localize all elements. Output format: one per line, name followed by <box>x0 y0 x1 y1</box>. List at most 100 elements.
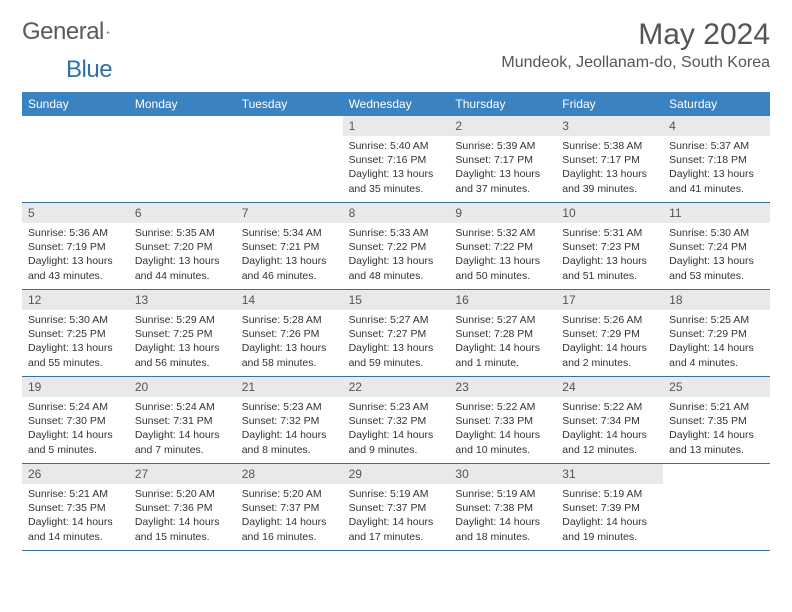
weekday-header-row: SundayMondayTuesdayWednesdayThursdayFrid… <box>22 92 770 116</box>
day-content: Sunrise: 5:19 AMSunset: 7:37 PMDaylight:… <box>343 484 450 548</box>
sunset-text: Sunset: 7:37 PM <box>349 501 444 515</box>
sunset-text: Sunset: 7:29 PM <box>669 327 764 341</box>
daylight-text: Daylight: 14 hours and 4 minutes. <box>669 341 764 369</box>
day-cell: 6Sunrise: 5:35 AMSunset: 7:20 PMDaylight… <box>129 203 236 289</box>
daylight-text: Daylight: 14 hours and 14 minutes. <box>28 515 123 543</box>
day-content: Sunrise: 5:24 AMSunset: 7:30 PMDaylight:… <box>22 397 129 461</box>
sunrise-text: Sunrise: 5:24 AM <box>135 400 230 414</box>
day-cell: 13Sunrise: 5:29 AMSunset: 7:25 PMDayligh… <box>129 290 236 376</box>
day-cell: 15Sunrise: 5:27 AMSunset: 7:27 PMDayligh… <box>343 290 450 376</box>
day-cell: 25Sunrise: 5:21 AMSunset: 7:35 PMDayligh… <box>663 377 770 463</box>
daylight-text: Daylight: 14 hours and 19 minutes. <box>562 515 657 543</box>
day-content: Sunrise: 5:20 AMSunset: 7:37 PMDaylight:… <box>236 484 343 548</box>
sunset-text: Sunset: 7:22 PM <box>455 240 550 254</box>
day-number: 20 <box>129 377 236 397</box>
sunrise-text: Sunrise: 5:20 AM <box>135 487 230 501</box>
day-content: Sunrise: 5:23 AMSunset: 7:32 PMDaylight:… <box>236 397 343 461</box>
sunrise-text: Sunrise: 5:19 AM <box>455 487 550 501</box>
day-number: 24 <box>556 377 663 397</box>
weekday-cell: Saturday <box>663 92 770 116</box>
daylight-text: Daylight: 13 hours and 58 minutes. <box>242 341 337 369</box>
sunrise-text: Sunrise: 5:33 AM <box>349 226 444 240</box>
day-number: 17 <box>556 290 663 310</box>
weekday-cell: Monday <box>129 92 236 116</box>
day-content: Sunrise: 5:34 AMSunset: 7:21 PMDaylight:… <box>236 223 343 287</box>
day-cell: 14Sunrise: 5:28 AMSunset: 7:26 PMDayligh… <box>236 290 343 376</box>
sunset-text: Sunset: 7:21 PM <box>242 240 337 254</box>
day-content: Sunrise: 5:19 AMSunset: 7:39 PMDaylight:… <box>556 484 663 548</box>
logo: General <box>22 18 128 46</box>
day-cell: 26Sunrise: 5:21 AMSunset: 7:35 PMDayligh… <box>22 464 129 550</box>
day-number: 21 <box>236 377 343 397</box>
day-cell <box>22 116 129 202</box>
day-cell: 18Sunrise: 5:25 AMSunset: 7:29 PMDayligh… <box>663 290 770 376</box>
week-row: 5Sunrise: 5:36 AMSunset: 7:19 PMDaylight… <box>22 203 770 290</box>
sunrise-text: Sunrise: 5:19 AM <box>349 487 444 501</box>
daylight-text: Daylight: 13 hours and 56 minutes. <box>135 341 230 369</box>
daylight-text: Daylight: 13 hours and 48 minutes. <box>349 254 444 282</box>
sunset-text: Sunset: 7:30 PM <box>28 414 123 428</box>
daylight-text: Daylight: 13 hours and 44 minutes. <box>135 254 230 282</box>
day-content: Sunrise: 5:39 AMSunset: 7:17 PMDaylight:… <box>449 136 556 200</box>
daylight-text: Daylight: 14 hours and 5 minutes. <box>28 428 123 456</box>
sunrise-text: Sunrise: 5:22 AM <box>562 400 657 414</box>
daylight-text: Daylight: 13 hours and 50 minutes. <box>455 254 550 282</box>
day-number: 2 <box>449 116 556 136</box>
daylight-text: Daylight: 14 hours and 17 minutes. <box>349 515 444 543</box>
location-text: Mundeok, Jeollanam-do, South Korea <box>501 54 770 72</box>
sunrise-text: Sunrise: 5:32 AM <box>455 226 550 240</box>
day-content: Sunrise: 5:24 AMSunset: 7:31 PMDaylight:… <box>129 397 236 461</box>
day-number: 13 <box>129 290 236 310</box>
daylight-text: Daylight: 14 hours and 10 minutes. <box>455 428 550 456</box>
sunrise-text: Sunrise: 5:28 AM <box>242 313 337 327</box>
day-content: Sunrise: 5:30 AMSunset: 7:25 PMDaylight:… <box>22 310 129 374</box>
sunset-text: Sunset: 7:19 PM <box>28 240 123 254</box>
day-content: Sunrise: 5:32 AMSunset: 7:22 PMDaylight:… <box>449 223 556 287</box>
daylight-text: Daylight: 14 hours and 8 minutes. <box>242 428 337 456</box>
daylight-text: Daylight: 14 hours and 13 minutes. <box>669 428 764 456</box>
sunrise-text: Sunrise: 5:21 AM <box>28 487 123 501</box>
weekday-cell: Wednesday <box>343 92 450 116</box>
day-number: 9 <box>449 203 556 223</box>
daylight-text: Daylight: 14 hours and 9 minutes. <box>349 428 444 456</box>
sunrise-text: Sunrise: 5:26 AM <box>562 313 657 327</box>
day-content: Sunrise: 5:23 AMSunset: 7:32 PMDaylight:… <box>343 397 450 461</box>
weekday-cell: Thursday <box>449 92 556 116</box>
day-cell: 30Sunrise: 5:19 AMSunset: 7:38 PMDayligh… <box>449 464 556 550</box>
sunset-text: Sunset: 7:35 PM <box>28 501 123 515</box>
logo-text-a: General <box>22 18 104 46</box>
daylight-text: Daylight: 13 hours and 46 minutes. <box>242 254 337 282</box>
day-cell: 9Sunrise: 5:32 AMSunset: 7:22 PMDaylight… <box>449 203 556 289</box>
day-cell: 22Sunrise: 5:23 AMSunset: 7:32 PMDayligh… <box>343 377 450 463</box>
sunrise-text: Sunrise: 5:34 AM <box>242 226 337 240</box>
day-cell: 28Sunrise: 5:20 AMSunset: 7:37 PMDayligh… <box>236 464 343 550</box>
day-content: Sunrise: 5:22 AMSunset: 7:33 PMDaylight:… <box>449 397 556 461</box>
day-cell: 23Sunrise: 5:22 AMSunset: 7:33 PMDayligh… <box>449 377 556 463</box>
day-content: Sunrise: 5:38 AMSunset: 7:17 PMDaylight:… <box>556 136 663 200</box>
sunrise-text: Sunrise: 5:20 AM <box>242 487 337 501</box>
day-content: Sunrise: 5:27 AMSunset: 7:27 PMDaylight:… <box>343 310 450 374</box>
daylight-text: Daylight: 14 hours and 7 minutes. <box>135 428 230 456</box>
day-cell: 4Sunrise: 5:37 AMSunset: 7:18 PMDaylight… <box>663 116 770 202</box>
day-number: 6 <box>129 203 236 223</box>
sunrise-text: Sunrise: 5:36 AM <box>28 226 123 240</box>
logo-text-b: Blue <box>66 56 112 84</box>
sunset-text: Sunset: 7:26 PM <box>242 327 337 341</box>
sunrise-text: Sunrise: 5:38 AM <box>562 139 657 153</box>
day-content: Sunrise: 5:31 AMSunset: 7:23 PMDaylight:… <box>556 223 663 287</box>
day-cell: 19Sunrise: 5:24 AMSunset: 7:30 PMDayligh… <box>22 377 129 463</box>
day-cell <box>663 464 770 550</box>
day-content: Sunrise: 5:20 AMSunset: 7:36 PMDaylight:… <box>129 484 236 548</box>
day-number: 11 <box>663 203 770 223</box>
daylight-text: Daylight: 13 hours and 43 minutes. <box>28 254 123 282</box>
weekday-cell: Tuesday <box>236 92 343 116</box>
daylight-text: Daylight: 13 hours and 59 minutes. <box>349 341 444 369</box>
day-number: 16 <box>449 290 556 310</box>
day-cell: 8Sunrise: 5:33 AMSunset: 7:22 PMDaylight… <box>343 203 450 289</box>
day-number: 25 <box>663 377 770 397</box>
sunrise-text: Sunrise: 5:39 AM <box>455 139 550 153</box>
sunset-text: Sunset: 7:29 PM <box>562 327 657 341</box>
daylight-text: Daylight: 13 hours and 35 minutes. <box>349 167 444 195</box>
day-number: 27 <box>129 464 236 484</box>
sunrise-text: Sunrise: 5:31 AM <box>562 226 657 240</box>
